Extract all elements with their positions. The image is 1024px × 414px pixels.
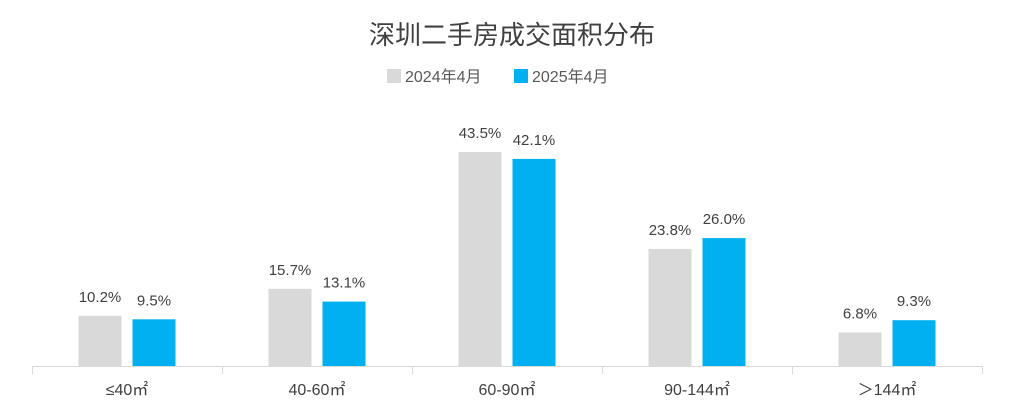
bar-2025-4 <box>892 320 936 366</box>
legend-swatch-2025 <box>514 69 528 83</box>
legend: 2024年4月 2025年4月 <box>387 68 609 86</box>
data-label-2024-1: 15.7% <box>269 262 312 279</box>
x-tick-label-2: 60-90㎡ <box>479 381 536 399</box>
bar-2025-0 <box>132 319 176 366</box>
plot-area: 10.2% 9.5% ≤40㎡ 15.7% 13.1% 40-60㎡ 43.5% 42.1% 6… <box>32 125 983 399</box>
bar-2024-4 <box>838 332 882 366</box>
bar-2025-1 <box>322 301 366 366</box>
x-tick-label-4: ＞144㎡ <box>858 381 917 399</box>
legend-label-2024: 2024年4月 <box>405 68 482 86</box>
legend-swatch-2024 <box>387 69 401 83</box>
data-label-2025-3: 26.0% <box>703 211 746 228</box>
legend-label-2025: 2025年4月 <box>532 68 609 86</box>
bar-2024-0 <box>78 315 122 366</box>
chart-title: 深圳二手房成交面积分布 <box>369 21 655 51</box>
data-label-2025-4: 9.3% <box>897 293 931 310</box>
bar-2025-2 <box>512 158 556 366</box>
bar-2024-1 <box>268 288 312 366</box>
data-label-2025-0: 9.5% <box>137 292 171 309</box>
bar-2024-3 <box>648 248 692 366</box>
data-label-2025-2: 42.1% <box>513 132 556 149</box>
x-tick-label-0: ≤40㎡ <box>106 381 149 399</box>
bar-2024-2 <box>458 152 502 366</box>
bar-2025-3 <box>702 238 746 366</box>
data-label-2025-1: 13.1% <box>323 275 366 292</box>
data-label-2024-0: 10.2% <box>79 289 122 306</box>
data-label-2024-3: 23.8% <box>649 222 692 239</box>
x-tick-label-1: 40-60㎡ <box>289 381 346 399</box>
data-label-2024-4: 6.8% <box>843 306 877 323</box>
data-label-2024-2: 43.5% <box>459 125 502 142</box>
x-tick-label-3: 90-144㎡ <box>664 381 730 399</box>
